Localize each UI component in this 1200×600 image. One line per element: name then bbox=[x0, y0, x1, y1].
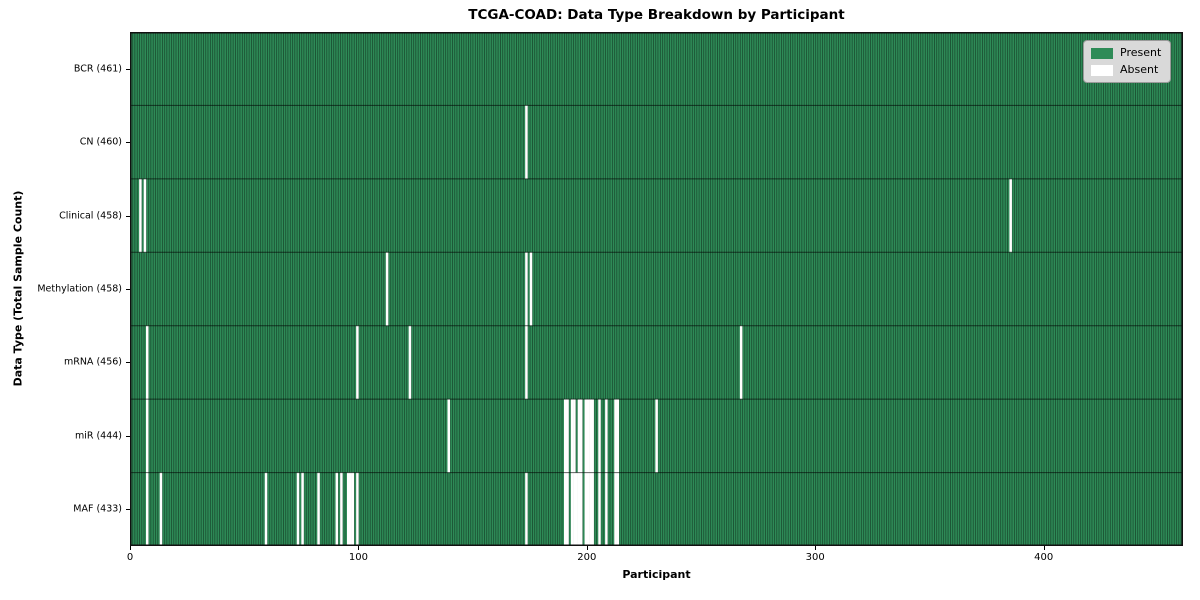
x-axis-title: Participant bbox=[622, 568, 691, 581]
y-tick-mark bbox=[126, 362, 130, 364]
present-swatch bbox=[1091, 47, 1113, 59]
y-tick-label: Methylation (458) bbox=[37, 283, 122, 295]
legend-label-absent: Absent bbox=[1120, 63, 1159, 76]
x-tick-label: 100 bbox=[348, 552, 368, 563]
x-tick-label: 200 bbox=[577, 552, 597, 563]
y-tick-mark bbox=[126, 289, 130, 290]
x-tick-label: 300 bbox=[805, 552, 825, 563]
y-tick-mark bbox=[126, 68, 130, 70]
y-tick-label: Clinical (458) bbox=[59, 210, 122, 222]
legend-label-present: Present bbox=[1120, 46, 1162, 59]
absent-swatch bbox=[1091, 64, 1113, 76]
x-tick-mark bbox=[358, 546, 360, 550]
legend: Present Absent bbox=[1083, 40, 1172, 83]
y-tick-label: BCR (461) bbox=[73, 63, 122, 75]
y-tick-mark bbox=[126, 435, 130, 437]
chart-title: TCGA-COAD: Data Type Breakdown by Partic… bbox=[468, 7, 845, 23]
x-tick-label: 0 bbox=[126, 552, 134, 563]
legend-item-present: Present bbox=[1091, 47, 1161, 59]
x-tick-mark bbox=[1043, 546, 1045, 550]
x-tick-mark bbox=[815, 546, 817, 550]
x-tick-mark bbox=[130, 546, 131, 550]
heatmap-plot bbox=[130, 32, 1183, 546]
x-tick-mark bbox=[586, 546, 588, 550]
legend-item-absent: Absent bbox=[1091, 64, 1161, 76]
y-tick-mark bbox=[126, 509, 130, 511]
y-tick-label: mRNA (456) bbox=[63, 356, 122, 368]
y-tick-label: MAF (433) bbox=[73, 503, 122, 515]
y-tick-label: miR (444) bbox=[74, 430, 122, 442]
y-tick-label: CN (460) bbox=[79, 136, 122, 148]
y-tick-mark bbox=[126, 142, 130, 144]
x-tick-label: 400 bbox=[1034, 552, 1054, 563]
y-tick-mark bbox=[126, 215, 130, 217]
